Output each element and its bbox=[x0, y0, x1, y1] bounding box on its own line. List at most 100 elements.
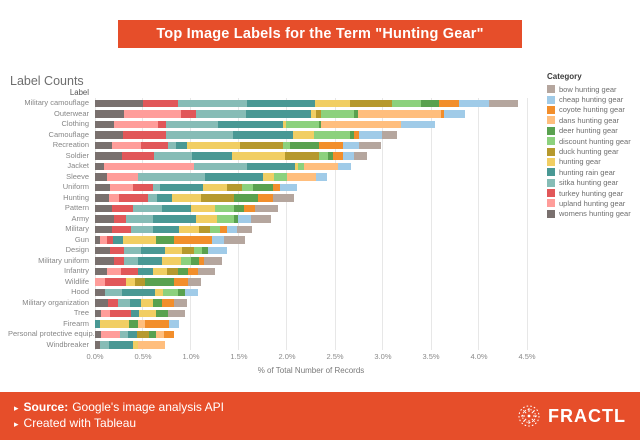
legend-item[interactable]: sitka hunting gear bbox=[547, 178, 639, 188]
bar-segment[interactable] bbox=[255, 204, 279, 212]
bar-segment[interactable] bbox=[103, 162, 194, 170]
bar-segment[interactable] bbox=[181, 257, 191, 265]
bar-segment[interactable] bbox=[203, 183, 228, 191]
bar-segment[interactable] bbox=[177, 288, 186, 296]
bar-segment[interactable] bbox=[294, 162, 299, 170]
bar-segment[interactable] bbox=[313, 131, 351, 139]
bar-segment[interactable] bbox=[113, 236, 123, 244]
bar-segment[interactable] bbox=[350, 99, 392, 107]
bar-segment[interactable] bbox=[95, 309, 101, 317]
bar-segment[interactable] bbox=[131, 225, 153, 233]
bar-segment[interactable] bbox=[198, 257, 205, 265]
bar-segment[interactable] bbox=[99, 341, 110, 349]
bar-segment[interactable] bbox=[133, 204, 163, 212]
bar-segment[interactable] bbox=[147, 194, 158, 202]
legend-item[interactable]: coyote hunting gear bbox=[547, 105, 639, 115]
bar-segment[interactable] bbox=[358, 141, 382, 149]
bar-segment[interactable] bbox=[114, 120, 159, 128]
bar-segment[interactable] bbox=[167, 141, 176, 149]
legend-item[interactable]: bow hunting gear bbox=[547, 84, 639, 94]
bar-segment[interactable] bbox=[114, 215, 126, 223]
bar-segment[interactable] bbox=[162, 257, 182, 265]
bar-segment[interactable] bbox=[198, 225, 211, 233]
bar-segment[interactable] bbox=[177, 99, 247, 107]
bar-segment[interactable] bbox=[193, 246, 202, 254]
bar-segment[interactable] bbox=[95, 299, 109, 307]
bar-segment[interactable] bbox=[166, 267, 179, 275]
bar-segment[interactable] bbox=[298, 162, 305, 170]
bar-segment[interactable] bbox=[253, 183, 273, 191]
bar-segment[interactable] bbox=[112, 141, 142, 149]
bar-segment[interactable] bbox=[138, 173, 206, 181]
bar-segment[interactable] bbox=[188, 267, 198, 275]
bar-segment[interactable] bbox=[152, 267, 167, 275]
bar-segment[interactable] bbox=[104, 288, 122, 296]
bar-segment[interactable] bbox=[190, 257, 199, 265]
bar-segment[interactable] bbox=[110, 246, 124, 254]
bar-segment[interactable] bbox=[99, 320, 129, 328]
bar-segment[interactable] bbox=[138, 341, 166, 349]
bar-segment[interactable] bbox=[152, 299, 163, 307]
bar-segment[interactable] bbox=[318, 152, 329, 160]
bar-segment[interactable] bbox=[138, 257, 163, 265]
bar-segment[interactable] bbox=[95, 278, 105, 286]
bar-segment[interactable] bbox=[166, 120, 218, 128]
bar-segment[interactable] bbox=[292, 131, 314, 139]
bar-segment[interactable] bbox=[318, 120, 322, 128]
bar-segment[interactable] bbox=[107, 236, 114, 244]
bar-segment[interactable] bbox=[234, 215, 238, 223]
bar-segment[interactable] bbox=[210, 225, 220, 233]
bar-segment[interactable] bbox=[95, 225, 113, 233]
bar-segment[interactable] bbox=[191, 152, 233, 160]
bar-segment[interactable] bbox=[141, 299, 153, 307]
bar-segment[interactable] bbox=[357, 110, 442, 118]
bar-segment[interactable] bbox=[104, 278, 126, 286]
legend-item[interactable]: womens hunting gear bbox=[547, 209, 639, 219]
bar-segment[interactable] bbox=[178, 267, 189, 275]
bar-segment[interactable] bbox=[458, 99, 489, 107]
bar-segment[interactable] bbox=[127, 330, 138, 338]
bar-segment[interactable] bbox=[95, 341, 100, 349]
bar-segment[interactable] bbox=[167, 309, 186, 317]
bar-segment[interactable] bbox=[315, 173, 328, 181]
bar-segment[interactable] bbox=[201, 246, 209, 254]
bar-segment[interactable] bbox=[227, 225, 237, 233]
bar-segment[interactable] bbox=[144, 320, 169, 328]
bar-segment[interactable] bbox=[95, 204, 113, 212]
bar-segment[interactable] bbox=[163, 288, 178, 296]
bar-segment[interactable] bbox=[358, 131, 382, 139]
bar-segment[interactable] bbox=[95, 215, 115, 223]
bar-segment[interactable] bbox=[121, 152, 154, 160]
bar-segment[interactable] bbox=[109, 341, 134, 349]
bar-segment[interactable] bbox=[119, 330, 128, 338]
bar-segment[interactable] bbox=[153, 152, 192, 160]
bar-segment[interactable] bbox=[444, 110, 465, 118]
bar-segment[interactable] bbox=[95, 110, 124, 118]
bar-segment[interactable] bbox=[95, 183, 111, 191]
bar-segment[interactable] bbox=[233, 131, 293, 139]
legend-item[interactable]: cheap hunting gear bbox=[547, 94, 639, 104]
bar-segment[interactable] bbox=[158, 120, 167, 128]
bar-segment[interactable] bbox=[342, 141, 359, 149]
bar-segment[interactable] bbox=[128, 320, 139, 328]
bar-segment[interactable] bbox=[441, 110, 445, 118]
bar-segment[interactable] bbox=[280, 183, 298, 191]
bar-segment[interactable] bbox=[350, 131, 355, 139]
bar-segment[interactable] bbox=[123, 246, 142, 254]
bar-segment[interactable] bbox=[208, 246, 228, 254]
legend-item[interactable]: dans hunting gear bbox=[547, 115, 639, 125]
bar-segment[interactable] bbox=[188, 278, 201, 286]
bar-segment[interactable] bbox=[133, 341, 139, 349]
bar-segment[interactable] bbox=[333, 152, 343, 160]
legend-item[interactable]: turkey hunting gear bbox=[547, 188, 639, 198]
bar-segment[interactable] bbox=[125, 215, 153, 223]
bar-segment[interactable] bbox=[337, 162, 352, 170]
bar-segment[interactable] bbox=[241, 183, 254, 191]
bar-segment[interactable] bbox=[112, 225, 132, 233]
bar-segment[interactable] bbox=[110, 309, 132, 317]
legend-item[interactable]: duck hunting gear bbox=[547, 146, 639, 156]
bar-segment[interactable] bbox=[168, 320, 179, 328]
bar-segment[interactable] bbox=[125, 278, 136, 286]
bar-segment[interactable] bbox=[118, 194, 148, 202]
bar-segment[interactable] bbox=[234, 194, 259, 202]
